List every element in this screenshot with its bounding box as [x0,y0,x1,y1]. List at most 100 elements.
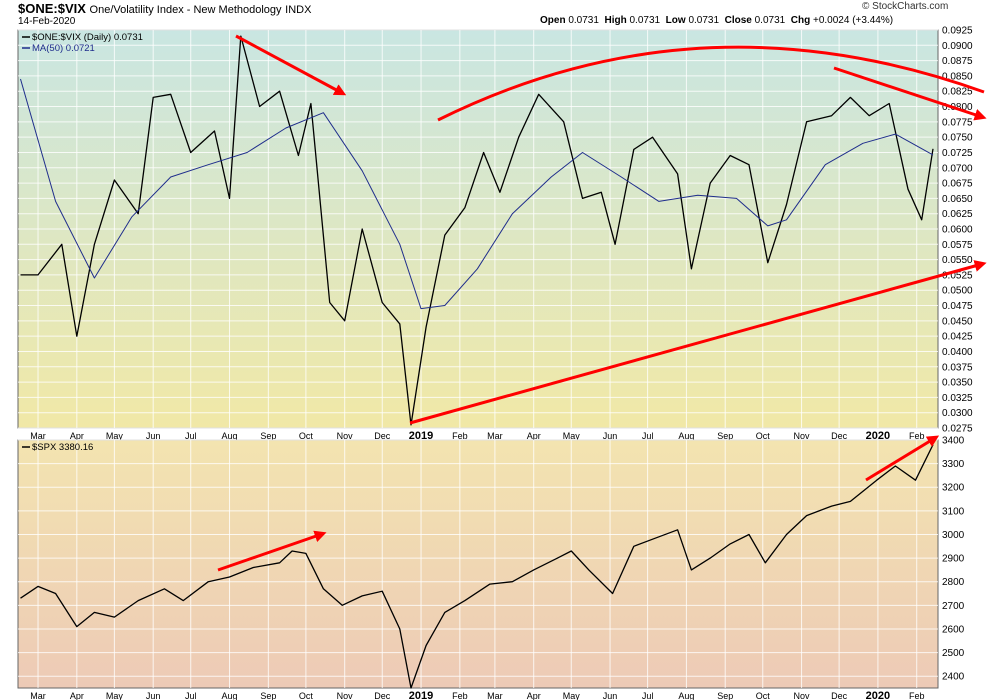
x-tick-label-top: Nov [337,431,354,441]
annotation-arrow-2 [833,66,987,121]
low-label: Low [665,15,686,26]
y-tick-label-top: 0.0725 [942,148,973,159]
x-tick-label-bottom: Aug [678,691,694,700]
x-tick-label-top: Feb [452,431,468,441]
legend-entry-top-1: MA(50) 0.0721 [32,43,95,54]
x-tick-label-top: Oct [299,431,314,441]
y-tick-label-top: 0.0875 [942,56,973,67]
low-value: 0.0731 [688,15,720,26]
x-tick-label-bottom: Feb [452,691,468,700]
y-tick-label-bottom: 3200 [942,483,965,494]
x-tick-label-top: Aug [222,431,238,441]
x-tick-label-top: Jul [642,431,654,441]
y-tick-label-bottom: 2500 [942,648,965,659]
x-tick-label-bottom: Oct [756,691,771,700]
x-tick-label-bottom: Jun [146,691,161,700]
y-tick-label-bottom: 3400 [942,436,965,447]
y-tick-label-top: 0.0775 [942,117,973,128]
annotation-arrow-3 [217,530,327,572]
x-tick-label-top: Sep [717,431,733,441]
y-tick-label-top: 0.0850 [942,71,973,82]
y-tick-label-bottom: 3000 [942,530,965,541]
x-tick-label-top: Feb [909,431,925,441]
x-tick-label-bottom: Mar [30,691,46,700]
y-tick-label-top: 0.0700 [942,163,973,174]
y-tick-label-top: 0.0450 [942,316,973,327]
y-tick-label-bottom: 2600 [942,624,965,635]
x-tick-label-bottom: Dec [831,691,848,700]
y-tick-label-bottom: 2900 [942,554,965,565]
y-tick-label-bottom: 2700 [942,601,965,612]
y-tick-label-top: 0.0550 [942,255,973,266]
x-tick-label-top: Apr [527,431,541,441]
high-label: High [604,15,627,26]
annotation-arrow-0 [235,34,347,96]
x-tick-label-bottom: 2019 [409,690,433,700]
x-tick-label-bottom: Jul [185,691,197,700]
x-tick-label-top: Jul [185,431,197,441]
y-tick-label-top: 0.0600 [942,225,973,236]
y-tick-label-top: 0.0400 [942,347,973,358]
chg-value: +0.0024 (+3.44%) [813,15,894,26]
series-line-top-1 [20,78,934,310]
y-tick-label-top: 0.0300 [942,408,973,419]
chart-description: One/Volatility Index - New Methodology [89,4,282,16]
quote-summary: Open 0.0731 High 0.0731 Low 0.0731 Close… [540,15,893,26]
y-tick-label-bottom: 2800 [942,577,965,588]
x-tick-label-bottom: Sep [260,691,276,700]
x-tick-label-bottom: Jun [603,691,618,700]
x-tick-label-bottom: Apr [527,691,541,700]
x-tick-label-top: May [563,431,581,441]
x-tick-label-top: Oct [756,431,771,441]
open-value: 0.0731 [568,15,599,26]
x-tick-label-bottom: May [106,691,124,700]
x-tick-label-top: Nov [794,431,811,441]
x-tick-label-bottom: Nov [794,691,811,700]
x-tick-label-bottom: Jul [642,691,654,700]
x-tick-label-top: Jun [146,431,161,441]
y-tick-label-bottom: 3100 [942,506,965,517]
open-label: Open [540,15,566,26]
annotation-arc [437,45,985,122]
x-tick-label-bottom: Aug [222,691,238,700]
y-tick-label-top: 0.0475 [942,301,973,312]
series-line-bottom-0 [20,444,934,689]
y-tick-label-top: 0.0500 [942,286,973,297]
legend-entry-bottom-0: $SPX 3380.16 [32,442,93,453]
x-tick-label-top: 2020 [866,430,890,442]
x-tick-label-top: Mar [30,431,46,441]
x-tick-label-bottom: Feb [909,691,925,700]
x-tick-label-bottom: Sep [717,691,733,700]
x-tick-label-bottom: Nov [337,691,354,700]
y-tick-label-top: 0.0675 [942,179,973,190]
x-tick-label-bottom: Oct [299,691,314,700]
plot-area-bottom [17,439,939,689]
y-tick-label-top: 0.0650 [942,194,973,205]
x-tick-label-bottom: Mar [487,691,503,700]
x-tick-label-bottom: Apr [70,691,84,700]
x-tick-label-top: 2019 [409,430,433,442]
close-value: 0.0731 [754,15,786,26]
y-tick-label-top: 0.0750 [942,133,973,144]
y-tick-label-top: 0.0575 [942,240,973,251]
y-tick-label-top: 0.0275 [942,424,973,435]
y-tick-label-top: 0.0325 [942,393,973,404]
y-tick-label-top: 0.0350 [942,378,973,389]
y-tick-label-top: 0.0625 [942,209,973,220]
chart-date: 14-Feb-2020 [18,16,76,27]
y-tick-label-top: 0.0425 [942,332,973,343]
annotation-arrow-4 [865,435,940,482]
legend-entry-top-0: $ONE:$VIX (Daily) 0.0731 [32,32,143,43]
y-tick-label-bottom: 3300 [942,459,965,470]
brand-watermark: © StockCharts.com [862,1,949,12]
exchange-label: INDX [285,4,312,16]
x-tick-label-top: Mar [487,431,503,441]
y-tick-label-top: 0.0925 [942,26,973,37]
x-tick-label-top: May [106,431,124,441]
high-value: 0.0731 [629,15,661,26]
chart-symbol: $ONE:$VIX One/Volatility Index - New Met… [18,1,312,16]
series-line-top-0 [20,35,934,426]
x-tick-label-top: Sep [260,431,276,441]
x-tick-label-top: Apr [70,431,84,441]
